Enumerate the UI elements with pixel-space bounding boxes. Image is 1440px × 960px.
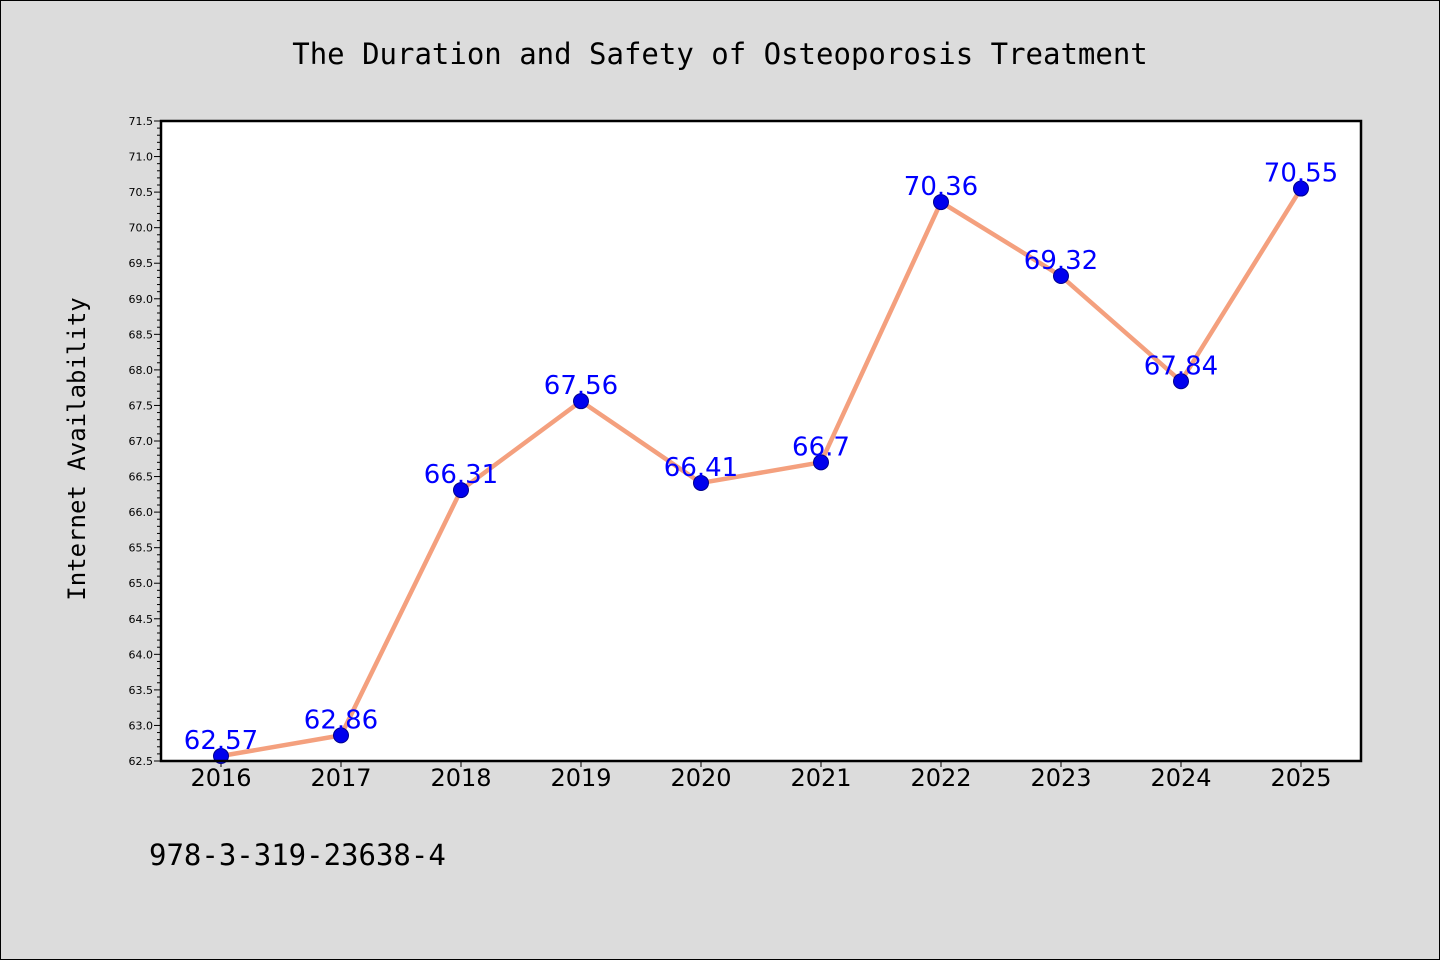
- footer-code: 978-3-319-23638-4: [149, 838, 446, 872]
- data-label: 69.32: [1024, 246, 1098, 276]
- y-tick-label: 63.0: [129, 719, 154, 732]
- data-point: [333, 727, 349, 744]
- data-point: [1053, 268, 1069, 285]
- y-tick-label: 67.0: [129, 435, 154, 448]
- y-tick-label: 62.5: [129, 755, 154, 768]
- y-tick-label: 63.5: [129, 684, 154, 697]
- y-axis: 62.5 63.0 63.5 64.0 64.5 65.0 65.5 66.0 66.5 67.0…: [129, 115, 161, 768]
- series-line: [218, 186, 1304, 759]
- y-tick-label: 68.0: [129, 364, 154, 377]
- series-layer: 62.57 62.86 66.31 67.56 66.41 66.7 70.36 69.32 6…: [184, 159, 1338, 765]
- y-tick-label: 69.0: [129, 293, 154, 306]
- y-tick-label: 64.0: [129, 648, 154, 661]
- y-tick-label: 70.5: [129, 186, 154, 199]
- data-point: [453, 482, 469, 499]
- x-tick-label: 2020: [670, 764, 731, 792]
- y-tick-label: 66.5: [129, 471, 154, 484]
- y-tick-label: 68.5: [129, 328, 154, 341]
- y-tick-label: 65.5: [129, 542, 154, 555]
- data-point: [813, 454, 829, 471]
- y-tick-label: 71.0: [129, 151, 154, 164]
- data-label: 62.86: [304, 705, 378, 735]
- x-tick-label: 2022: [910, 764, 971, 792]
- x-tick-label: 2016: [190, 764, 251, 792]
- data-label: 66.31: [424, 460, 498, 490]
- x-tick-label: 2017: [310, 764, 371, 792]
- data-point: [573, 393, 589, 410]
- data-point: [693, 474, 709, 491]
- plot-area: [161, 121, 1361, 761]
- x-tick-label: 2018: [430, 764, 491, 792]
- y-tick-label: 70.0: [129, 222, 154, 235]
- plot-border: [159, 119, 1363, 763]
- y-axis-label: Internet Availability: [63, 297, 91, 600]
- y-tick-label: 66.0: [129, 506, 154, 519]
- y-tick-label: 67.5: [129, 399, 154, 412]
- x-axis: 2016 2017 2018 2019 2020 2021 2022 2023 2024 2025: [190, 761, 1332, 792]
- chart-title: The Duration and Safety of Osteoporosis …: [292, 37, 1148, 71]
- data-point: [1173, 373, 1189, 390]
- data-point: [933, 194, 949, 211]
- y-tick-label: 65.0: [129, 577, 154, 590]
- data-label: 66.7: [792, 432, 850, 462]
- x-tick-label: 2021: [790, 764, 851, 792]
- y-tick-label: 64.5: [129, 613, 154, 626]
- y-tick-label: 71.5: [129, 115, 154, 128]
- data-label: 70.55: [1264, 159, 1338, 189]
- x-tick-label: 2023: [1030, 764, 1091, 792]
- x-tick-label: 2024: [1150, 764, 1211, 792]
- data-label: 66.41: [664, 453, 738, 483]
- data-point: [1293, 180, 1309, 197]
- y-tick-label: 69.5: [129, 257, 154, 270]
- data-label: 62.57: [184, 726, 258, 756]
- x-tick-label: 2019: [550, 764, 611, 792]
- x-tick-label: 2025: [1270, 764, 1331, 792]
- data-label: 67.84: [1144, 351, 1218, 381]
- data-label: 67.56: [544, 371, 618, 401]
- data-label: 70.36: [904, 172, 978, 202]
